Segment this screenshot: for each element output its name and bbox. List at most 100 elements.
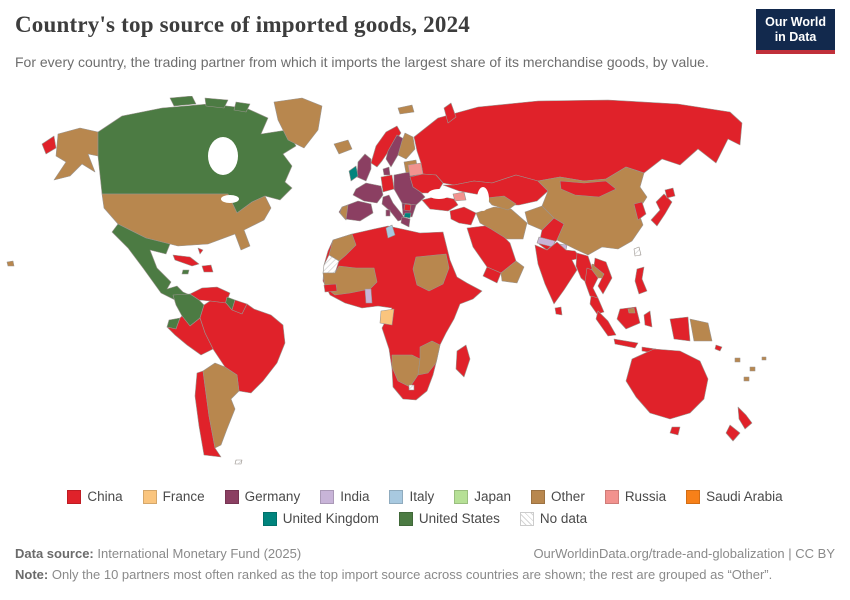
region-canadian-arctic-islands[interactable] bbox=[169, 96, 197, 107]
region-namibia-botswana[interactable] bbox=[391, 354, 421, 388]
region-denmark[interactable] bbox=[382, 166, 391, 176]
region-bahamas[interactable] bbox=[197, 247, 204, 255]
data-source-value: International Monetary Fund (2025) bbox=[93, 546, 302, 561]
legend-swatch-india bbox=[320, 490, 335, 504]
region-hawaii[interactable] bbox=[6, 260, 15, 267]
owid-link[interactable]: OurWorldinData.org/trade-and-globalizati… bbox=[533, 546, 835, 561]
region-belarus[interactable] bbox=[407, 162, 424, 177]
region-indonesia-west-papua[interactable] bbox=[669, 316, 691, 342]
legend-item-united_states[interactable]: United States bbox=[398, 509, 500, 529]
region-turkmenistan[interactable] bbox=[485, 195, 517, 211]
region-tasmania[interactable] bbox=[669, 426, 681, 436]
region-finland[interactable] bbox=[397, 132, 416, 160]
region-pacific-islands[interactable] bbox=[743, 376, 750, 382]
legend-swatch-france bbox=[142, 490, 157, 504]
region-greenland[interactable] bbox=[273, 97, 323, 149]
region-serbia[interactable] bbox=[403, 203, 412, 212]
region-pacific-islands[interactable] bbox=[734, 357, 741, 363]
region-portugal[interactable] bbox=[339, 204, 349, 221]
region-japan-hokkaido[interactable] bbox=[664, 187, 676, 199]
region-brazil[interactable] bbox=[199, 300, 286, 394]
region-indonesia-sumatra[interactable] bbox=[595, 310, 617, 337]
region-gabon[interactable] bbox=[379, 308, 395, 326]
legend-swatch-italy bbox=[389, 490, 404, 504]
region-canadian-arctic-islands[interactable] bbox=[233, 101, 251, 113]
legend-item-china[interactable]: China bbox=[67, 487, 123, 507]
region-canadian-arctic-islands[interactable] bbox=[204, 97, 229, 109]
region-yemen[interactable] bbox=[482, 266, 502, 284]
legend-item-no_data[interactable]: No data bbox=[519, 509, 587, 529]
region-alaska[interactable] bbox=[53, 127, 99, 181]
region-mongolia[interactable] bbox=[559, 180, 617, 198]
region-argentina[interactable] bbox=[202, 362, 240, 449]
region-japan[interactable] bbox=[650, 193, 673, 227]
region-ireland[interactable] bbox=[348, 165, 359, 182]
region-united-kingdom[interactable] bbox=[356, 153, 372, 182]
region-mexico-central-america[interactable] bbox=[111, 223, 199, 309]
region-thailand[interactable] bbox=[584, 267, 599, 299]
region-russia[interactable] bbox=[413, 99, 743, 186]
region-papua-new-guinea[interactable] bbox=[689, 318, 713, 342]
legend-item-france[interactable]: France bbox=[142, 487, 205, 507]
region-senegal[interactable] bbox=[323, 283, 338, 293]
data-source: Data source: International Monetary Fund… bbox=[15, 546, 301, 561]
region-ukraine[interactable] bbox=[409, 173, 444, 194]
region-svalbard[interactable] bbox=[397, 104, 415, 115]
legend-item-united_kingdom[interactable]: United Kingdom bbox=[262, 509, 379, 529]
region-pacific-islands[interactable] bbox=[761, 356, 767, 361]
region-hispaniola[interactable] bbox=[201, 264, 214, 273]
region-new-zealand-north[interactable] bbox=[737, 406, 753, 430]
legend-item-germany[interactable]: Germany bbox=[224, 487, 300, 507]
region-levant-iraq[interactable] bbox=[449, 206, 477, 226]
region-germany[interactable] bbox=[380, 174, 395, 193]
region-sardinia[interactable] bbox=[385, 209, 391, 217]
legend-label: Russia bbox=[624, 489, 667, 504]
region-greece[interactable] bbox=[400, 216, 411, 228]
legend-item-italy[interactable]: Italy bbox=[389, 487, 434, 507]
region-brunei[interactable] bbox=[627, 307, 636, 314]
legend-item-other[interactable]: Other bbox=[531, 487, 585, 507]
region-vietnam-cambodia[interactable] bbox=[593, 257, 613, 295]
region-peru[interactable] bbox=[166, 315, 214, 356]
region-oman-uae[interactable] bbox=[500, 260, 525, 284]
legend-item-japan[interactable]: Japan bbox=[454, 487, 511, 507]
world-choropleth-map[interactable] bbox=[0, 96, 845, 481]
region-benin[interactable] bbox=[364, 288, 373, 304]
region-cuba[interactable] bbox=[172, 254, 200, 267]
region-taiwan[interactable] bbox=[633, 246, 642, 257]
legend-item-russia[interactable]: Russia bbox=[604, 487, 667, 507]
region-zimbabwe-mozambique[interactable] bbox=[417, 340, 441, 376]
region-solomon-islands[interactable] bbox=[714, 344, 723, 352]
region-australia[interactable] bbox=[625, 348, 709, 420]
region-india[interactable] bbox=[534, 241, 582, 305]
region-sudan[interactable] bbox=[412, 253, 450, 292]
legend-swatch-no_data bbox=[519, 512, 534, 527]
region-lesotho[interactable] bbox=[408, 384, 415, 391]
region-indonesia-java[interactable] bbox=[613, 338, 639, 349]
region-falkland-islands[interactable] bbox=[234, 459, 243, 465]
legend-label: United Kingdom bbox=[282, 511, 379, 527]
legend-item-saudi_arabia[interactable]: Saudi Arabia bbox=[686, 487, 783, 507]
region-pacific-islands[interactable] bbox=[749, 366, 756, 372]
region-sri-lanka[interactable] bbox=[554, 306, 563, 316]
region-france[interactable] bbox=[352, 182, 384, 204]
region-novaya-zemlya[interactable] bbox=[443, 102, 457, 124]
region-caucasus[interactable] bbox=[452, 191, 467, 202]
region-indonesia-sulawesi[interactable] bbox=[643, 310, 653, 328]
region-tunisia[interactable] bbox=[385, 224, 396, 239]
region-chukotka[interactable] bbox=[41, 135, 57, 155]
legend-swatch-united_states bbox=[398, 512, 413, 527]
region-philippines[interactable] bbox=[634, 266, 648, 295]
region-norway[interactable] bbox=[370, 125, 402, 168]
region-iceland[interactable] bbox=[333, 139, 353, 155]
region-madagascar[interactable] bbox=[455, 344, 471, 378]
region-north-macedonia[interactable] bbox=[403, 212, 412, 219]
legend-item-india[interactable]: India bbox=[320, 487, 369, 507]
region-jamaica[interactable] bbox=[181, 269, 190, 275]
owid-logo[interactable]: Our World in Data bbox=[756, 9, 835, 54]
region-korea[interactable] bbox=[633, 201, 647, 221]
legend-label: Japan bbox=[474, 489, 512, 504]
region-new-zealand-south[interactable] bbox=[725, 424, 741, 442]
region-malaysia[interactable] bbox=[589, 295, 605, 315]
